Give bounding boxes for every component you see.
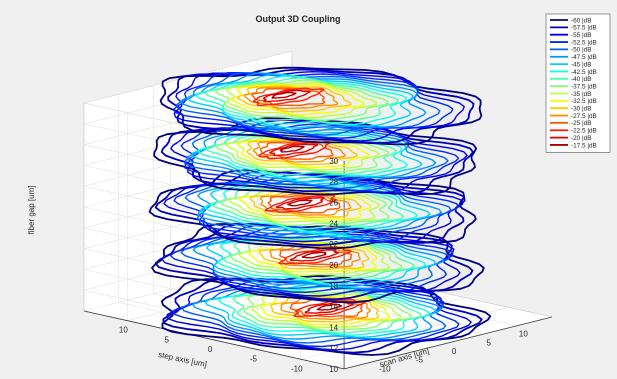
legend-entry: -20 |dB: [571, 135, 592, 142]
legend: -60 |dB-57.5 |dB-55 |dB-52.5 |dB-50 |dB-…: [546, 14, 610, 152]
y-axis-label: step axis [um]: [157, 350, 207, 369]
legend-entry: -25 |dB: [571, 120, 592, 127]
legend-entry: -60 |dB: [571, 17, 592, 24]
y-tick-label: 0: [208, 345, 213, 354]
legend-entry: -47.5 |dB: [571, 54, 597, 61]
z-tick-label: 28: [329, 178, 338, 187]
z-tick-label: 18: [329, 282, 338, 291]
legend-entry: -40 |dB: [571, 76, 592, 83]
x-tick-label: 10: [519, 330, 528, 339]
chart-title: Output 3D Coupling: [256, 14, 341, 24]
legend-entry: -17.5 |dB: [571, 142, 597, 149]
legend-entry: -27.5 |dB: [571, 113, 597, 120]
legend-entry: -30 |dB: [571, 106, 592, 113]
legend-entry: -57.5 |dB: [571, 25, 597, 32]
z-tick-label: 20: [329, 261, 338, 270]
y-tick-label: -5: [250, 355, 258, 364]
legend-entry: -35 |dB: [571, 91, 592, 98]
legend-entry: -45 |dB: [571, 61, 592, 68]
legend-entry: -37.5 |dB: [571, 83, 597, 90]
legend-entry: -52.5 |dB: [571, 39, 597, 46]
z-tick-label: 14: [329, 323, 338, 332]
legend-entry: -55 |dB: [571, 32, 592, 39]
legend-entry: -42.5 |dB: [571, 69, 597, 76]
z-tick-label: 24: [329, 219, 338, 228]
legend-entry: -32.5 |dB: [571, 98, 597, 105]
z-axis-label: fiber gap [um]: [27, 186, 36, 235]
y-tick-label: -10: [291, 364, 303, 373]
z-tick-label: 30: [329, 157, 338, 166]
legend-entry: -50 |dB: [571, 47, 592, 54]
y-tick-label: 10: [119, 326, 128, 335]
y-tick-label: 5: [164, 335, 169, 344]
z-tick-label: 16: [329, 303, 338, 312]
legend-entry: -22.5 |dB: [571, 128, 597, 135]
x-tick-label: 5: [486, 338, 491, 347]
x-tick-label: 0: [452, 347, 457, 356]
z-tick-label: 12: [329, 344, 338, 353]
z-tick-label: 22: [329, 240, 338, 249]
z-tick-label: 10: [329, 365, 338, 374]
z-tick-label: 26: [329, 199, 338, 208]
